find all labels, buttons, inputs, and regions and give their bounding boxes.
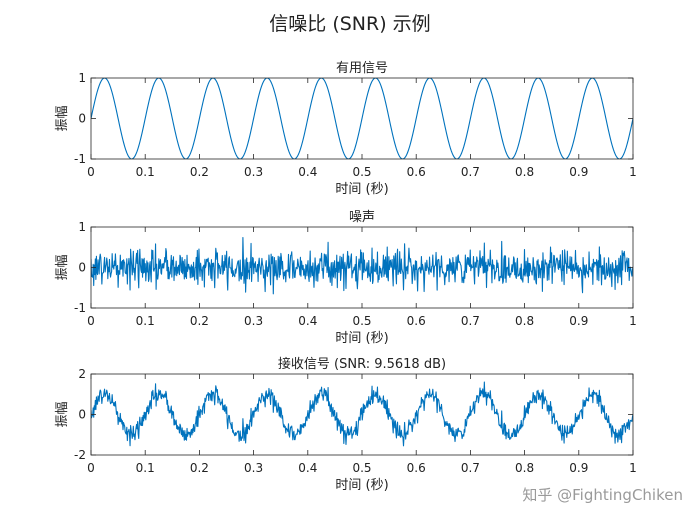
x-tick-label: 0.9 (569, 461, 588, 475)
x-tick-label: 0.5 (352, 165, 371, 179)
x-tick-label: 0 (87, 461, 95, 475)
x-tick-label: 0.7 (461, 314, 480, 328)
y-axis-label: 振幅 (55, 254, 70, 280)
y-tick-label: 2 (78, 367, 86, 381)
x-tick-label: 0.5 (352, 314, 371, 328)
x-tick-label: 0.9 (569, 165, 588, 179)
x-tick-label: 0.1 (136, 461, 155, 475)
series-line-3-1 (91, 381, 633, 447)
x-tick-label: 0.2 (190, 165, 209, 179)
x-tick-label: 0.6 (407, 314, 426, 328)
x-tick-label: 0.7 (461, 461, 480, 475)
x-tick-label: 0.8 (515, 461, 534, 475)
y-axis-label: 振幅 (55, 401, 70, 427)
y-tick-label: -1 (74, 301, 86, 315)
x-tick-label: 0 (87, 314, 95, 328)
x-tick-label: 0.6 (407, 461, 426, 475)
y-axis-label: 振幅 (55, 105, 70, 131)
series-line-2-1 (91, 236, 633, 295)
x-tick-label: 0.2 (190, 461, 209, 475)
x-tick-label: 0.8 (515, 165, 534, 179)
x-tick-label: 0.8 (515, 314, 534, 328)
x-tick-label: 1 (629, 461, 637, 475)
subplot-title: 接收信号 (SNR: 9.5618 dB) (278, 356, 446, 372)
x-tick-label: 1 (629, 165, 637, 179)
x-tick-label: 0.2 (190, 314, 209, 328)
subplot-1: 0 0.1 0.2 0.3 0.4 0.5 0.6 0.7 0.8 0.9 1-101有用信号时间 … (55, 61, 637, 197)
subplot-title: 有用信号 (336, 61, 388, 76)
x-axis-label: 时间 (秒) (335, 182, 388, 197)
y-tick-label: -2 (74, 448, 86, 462)
y-tick-label: 1 (78, 220, 86, 234)
y-tick-label: 1 (78, 71, 86, 85)
x-tick-label: 0.1 (136, 165, 155, 179)
x-tick-label: 0.3 (244, 461, 263, 475)
x-tick-label: 0.3 (244, 314, 263, 328)
x-tick-label: 0.1 (136, 314, 155, 328)
y-tick-label: -1 (74, 152, 86, 166)
x-tick-label: 0.4 (298, 461, 317, 475)
x-tick-label: 0.4 (298, 314, 317, 328)
x-tick-label: 0.3 (244, 165, 263, 179)
x-tick-label: 0.6 (407, 165, 426, 179)
subplots: 0 0.1 0.2 0.3 0.4 0.5 0.6 0.7 0.8 0.9 1-101有用信号时间 … (55, 61, 637, 493)
x-tick-label: 0 (87, 165, 95, 179)
x-tick-label: 0.4 (298, 165, 317, 179)
x-axis-label: 时间 (秒) (335, 331, 388, 346)
subplot-title: 噪声 (349, 210, 375, 225)
x-tick-label: 1 (629, 314, 637, 328)
y-tick-label: 0 (78, 112, 86, 126)
y-tick-label: 0 (78, 408, 86, 422)
figure-title: 信噪比 (SNR) 示例 (269, 13, 430, 35)
y-tick-label: 0 (78, 261, 86, 275)
x-tick-label: 0.9 (569, 314, 588, 328)
x-tick-label: 0.5 (352, 461, 371, 475)
series-line-1-1 (91, 78, 633, 159)
watermark: 知乎 @FightingChiken (522, 486, 683, 504)
x-axis-label: 时间 (秒) (335, 478, 388, 493)
x-tick-label: 0.7 (461, 165, 480, 179)
